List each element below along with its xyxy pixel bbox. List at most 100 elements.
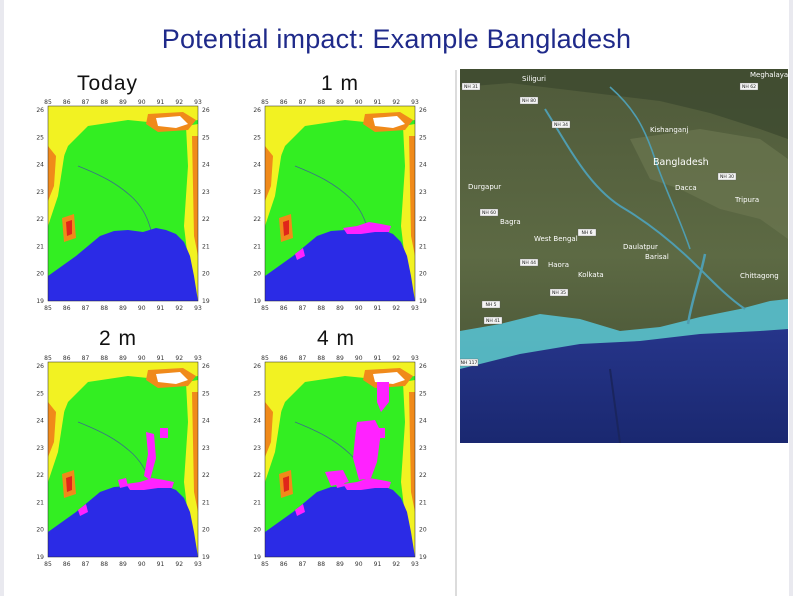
road-shield (461, 82, 481, 91)
flooded-coast (343, 478, 391, 490)
lon-tick-label-top: 90 (355, 99, 363, 106)
lon-tick-label-bottom: 91 (157, 305, 165, 312)
lon-tick-label-top: 91 (374, 355, 382, 362)
lon-tick-label-bottom: 86 (280, 305, 288, 312)
panel-label-today: Today (77, 72, 139, 95)
sea-area (265, 484, 415, 557)
lon-tick-label-top: 87 (82, 355, 90, 362)
lat-tick-label-right: 20 (419, 271, 427, 278)
lon-tick-label-bottom: 85 (44, 305, 52, 312)
lat-tick-label-right: 26 (419, 363, 427, 370)
road-shield (483, 316, 503, 325)
lon-tick-label-bottom: 85 (261, 305, 269, 312)
lat-tick-label-right: 25 (202, 134, 210, 141)
lat-tick-label-left: 26 (36, 363, 44, 370)
lat-tick-label-right: 24 (419, 162, 427, 169)
lon-tick-label-bottom: 87 (82, 305, 90, 312)
place-dacca: Dacca (675, 184, 697, 192)
lat-tick-label-right: 25 (419, 390, 427, 397)
lon-tick-label-top: 88 (100, 355, 108, 362)
road-shield-label: NH 34 (554, 122, 568, 128)
lat-tick-label-left: 26 (36, 107, 44, 114)
lat-tick-label-left: 19 (36, 554, 44, 561)
panel-label-1m: 1 m (321, 72, 360, 95)
lon-tick-label-top: 93 (411, 355, 419, 362)
place-barisal: Barisal (645, 253, 669, 261)
eastern-hills (409, 136, 415, 256)
lat-tick-label-left: 24 (36, 162, 44, 169)
place-bagra: Bagra (500, 218, 521, 226)
road-shield (519, 96, 539, 105)
himalaya-snow (156, 116, 188, 128)
lon-tick-label-top: 92 (175, 355, 183, 362)
lon-tick-label-top: 85 (44, 99, 52, 106)
lat-tick-label-right: 23 (202, 445, 210, 452)
road-shield-label: NH 80 (522, 98, 536, 104)
plateau-peak (66, 476, 72, 492)
lat-tick-label-left: 21 (253, 243, 261, 250)
road-shield-label: NH 30 (720, 174, 734, 180)
lon-tick-label-bottom: 90 (138, 305, 146, 312)
road-shield (481, 300, 501, 309)
lat-tick-label-right: 20 (202, 271, 210, 278)
lon-tick-label-bottom: 88 (100, 305, 108, 312)
panel-label-4m: 4 m (317, 327, 356, 350)
lat-tick-label-right: 23 (419, 189, 427, 196)
lon-tick-label-top: 86 (63, 355, 71, 362)
lon-tick-label-top: 90 (138, 355, 146, 362)
place-daulatpur: Daulatpur (623, 243, 658, 251)
lon-tick-label-bottom: 89 (119, 561, 127, 568)
road-shields: NH 31 NH 62 NH 34 NH 80 NH 60 NH 6 NH 5 NH 41 NH… (460, 82, 759, 366)
place-siliguri: Siliguri (522, 75, 546, 83)
flooded-inland (144, 432, 156, 480)
upland-area (265, 106, 415, 186)
lon-tick-label-top: 87 (299, 355, 307, 362)
western-hills (265, 146, 273, 201)
padma-river (544, 108, 746, 310)
lon-tick-label-top: 85 (261, 99, 269, 106)
lon-tick-label-bottom: 86 (280, 561, 288, 568)
lat-tick-label-right: 26 (419, 107, 427, 114)
lat-tick-label-left: 23 (36, 445, 44, 452)
road-shield (479, 208, 499, 217)
lon-tick-label-top: 93 (411, 99, 419, 106)
road-shield (549, 288, 569, 297)
lon-tick-label-bottom: 91 (374, 561, 382, 568)
lat-tick-label-left: 24 (253, 418, 261, 425)
plateau-peak (66, 220, 72, 236)
place-tripura: Tripura (734, 196, 759, 204)
lat-tick-label-right: 19 (419, 298, 427, 305)
lat-tick-label-left: 24 (36, 418, 44, 425)
flooded-west-coast (295, 248, 305, 260)
slide-right-band (789, 0, 793, 596)
lat-tick-label-right: 26 (202, 107, 210, 114)
lat-tick-label-right: 26 (202, 363, 210, 370)
northern-hills (460, 69, 788, 139)
lon-tick-label-bottom: 87 (82, 561, 90, 568)
lon-tick-label-top: 89 (119, 99, 127, 106)
lon-tick-label-bottom: 91 (157, 561, 165, 568)
lon-tick-label-bottom: 87 (299, 305, 307, 312)
elevation-map-2m: 85 85 86 86 87 87 88 88 89 89 90 90 91 91 92 92 93 93 26 26… (24, 352, 210, 572)
satellite-map-image: Meghalaya Bangladesh Dacca Tripura West … (460, 69, 788, 443)
road-shield-label: NH 5 (485, 302, 496, 308)
place-meghalaya: Meghalaya (750, 71, 788, 79)
flooded-west-coast (78, 504, 88, 516)
lat-tick-label-left: 20 (253, 271, 261, 278)
lat-tick-label-right: 25 (202, 390, 210, 397)
lon-tick-label-top: 91 (157, 355, 165, 362)
lat-tick-label-right: 24 (202, 418, 210, 425)
slide-left-band (0, 0, 4, 596)
lon-tick-label-top: 93 (194, 355, 202, 362)
place-west-bengal: West Bengal (534, 235, 578, 243)
road-shield-label: NH 41 (486, 318, 500, 324)
lat-tick-label-right: 23 (419, 445, 427, 452)
himalaya-snow (373, 372, 405, 384)
sea-area (48, 484, 198, 557)
lon-tick-label-top: 89 (336, 355, 344, 362)
lat-tick-label-right: 19 (202, 298, 210, 305)
lon-tick-label-bottom: 86 (63, 305, 71, 312)
lat-tick-label-left: 19 (253, 554, 261, 561)
lon-tick-label-bottom: 85 (261, 561, 269, 568)
